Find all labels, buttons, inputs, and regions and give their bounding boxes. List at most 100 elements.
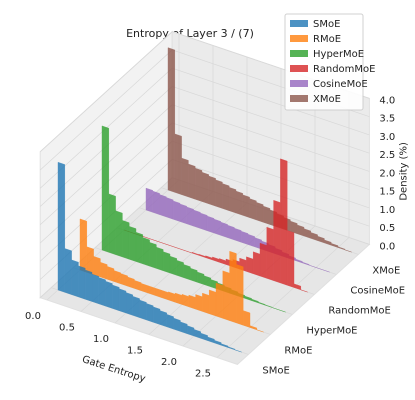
bar [322,269,330,273]
bar [172,200,181,222]
bar [249,198,257,221]
bar [256,329,264,333]
z-tick-label: 0.0 [379,241,395,252]
series [101,125,286,313]
bar [79,218,88,273]
x-tick-label: 2.0 [161,357,177,368]
bar [152,306,161,325]
bar [118,288,127,314]
bar [159,310,168,328]
bar [193,209,201,229]
legend-label: SMoE [313,19,340,30]
bar [166,197,174,220]
series [79,218,264,333]
bar [112,284,120,311]
bar [208,289,217,317]
legend-swatch [290,65,308,72]
bar [251,298,259,304]
bar [145,187,154,213]
bar [71,259,79,298]
bar [246,256,254,274]
bar [186,206,194,227]
y-tick-label: HyperMoE [306,325,357,336]
bar [220,343,229,348]
legend-swatch [290,95,308,102]
bar [287,230,295,288]
bar [259,242,267,279]
z-tick-label: 4.0 [379,95,395,106]
bar [234,349,242,353]
z-tick-label: 0.5 [379,223,395,234]
bar [135,232,144,265]
bar [215,282,224,319]
bar [201,172,210,205]
bar [152,190,160,215]
bar [122,220,130,260]
bar [127,276,135,289]
bar [228,187,237,214]
bar [86,246,94,275]
bar [214,340,222,346]
bar [106,266,115,282]
bar [78,265,86,300]
bar [236,264,244,326]
legend-label: HyperMoE [313,49,364,60]
bar [142,237,150,267]
bar [222,270,230,321]
bar [278,309,286,313]
legend-swatch [290,50,308,57]
bar [195,294,203,312]
bar [200,332,208,341]
bar [166,314,174,330]
z-tick-label: 1.5 [379,187,395,198]
bar [134,280,142,291]
series [167,47,352,253]
bar [93,256,101,278]
bar [169,255,178,276]
bar [227,346,236,351]
bar [146,303,154,323]
bar [125,292,134,316]
bar [280,158,288,286]
bar [174,133,182,195]
bar [105,281,113,309]
bar [234,227,242,243]
series [57,161,242,353]
x-tick-label: 1.5 [127,346,143,357]
bar [188,294,196,310]
x-tick-label: 0.0 [25,311,41,322]
bar [84,269,93,302]
bar [235,190,244,216]
bar [229,250,237,324]
bar [181,294,190,308]
bar [208,175,216,207]
bar [242,194,250,218]
bar [273,200,281,284]
bar [256,202,264,223]
legend-label: RMoE [313,34,341,45]
bar [176,260,184,278]
z-tick-label: 2.5 [379,150,395,161]
bar [108,193,116,255]
z-tick-label: 1.0 [379,205,395,216]
bar [196,271,205,285]
z-tick-label: 3.0 [379,132,395,143]
bar [206,215,215,234]
bar [183,264,191,281]
legend-swatch [290,80,308,87]
bar [337,246,345,251]
bar [202,292,210,314]
bar [213,218,222,236]
bar [162,251,171,274]
bar [220,221,228,238]
bar [181,157,189,198]
bar [331,243,339,248]
bar [132,296,140,318]
bar [179,203,188,225]
bar [295,258,303,264]
y-tick-label: RandomMoE [328,305,390,316]
bar [247,234,256,248]
bar [302,261,310,266]
y-tick-label: XMoE [372,265,400,276]
